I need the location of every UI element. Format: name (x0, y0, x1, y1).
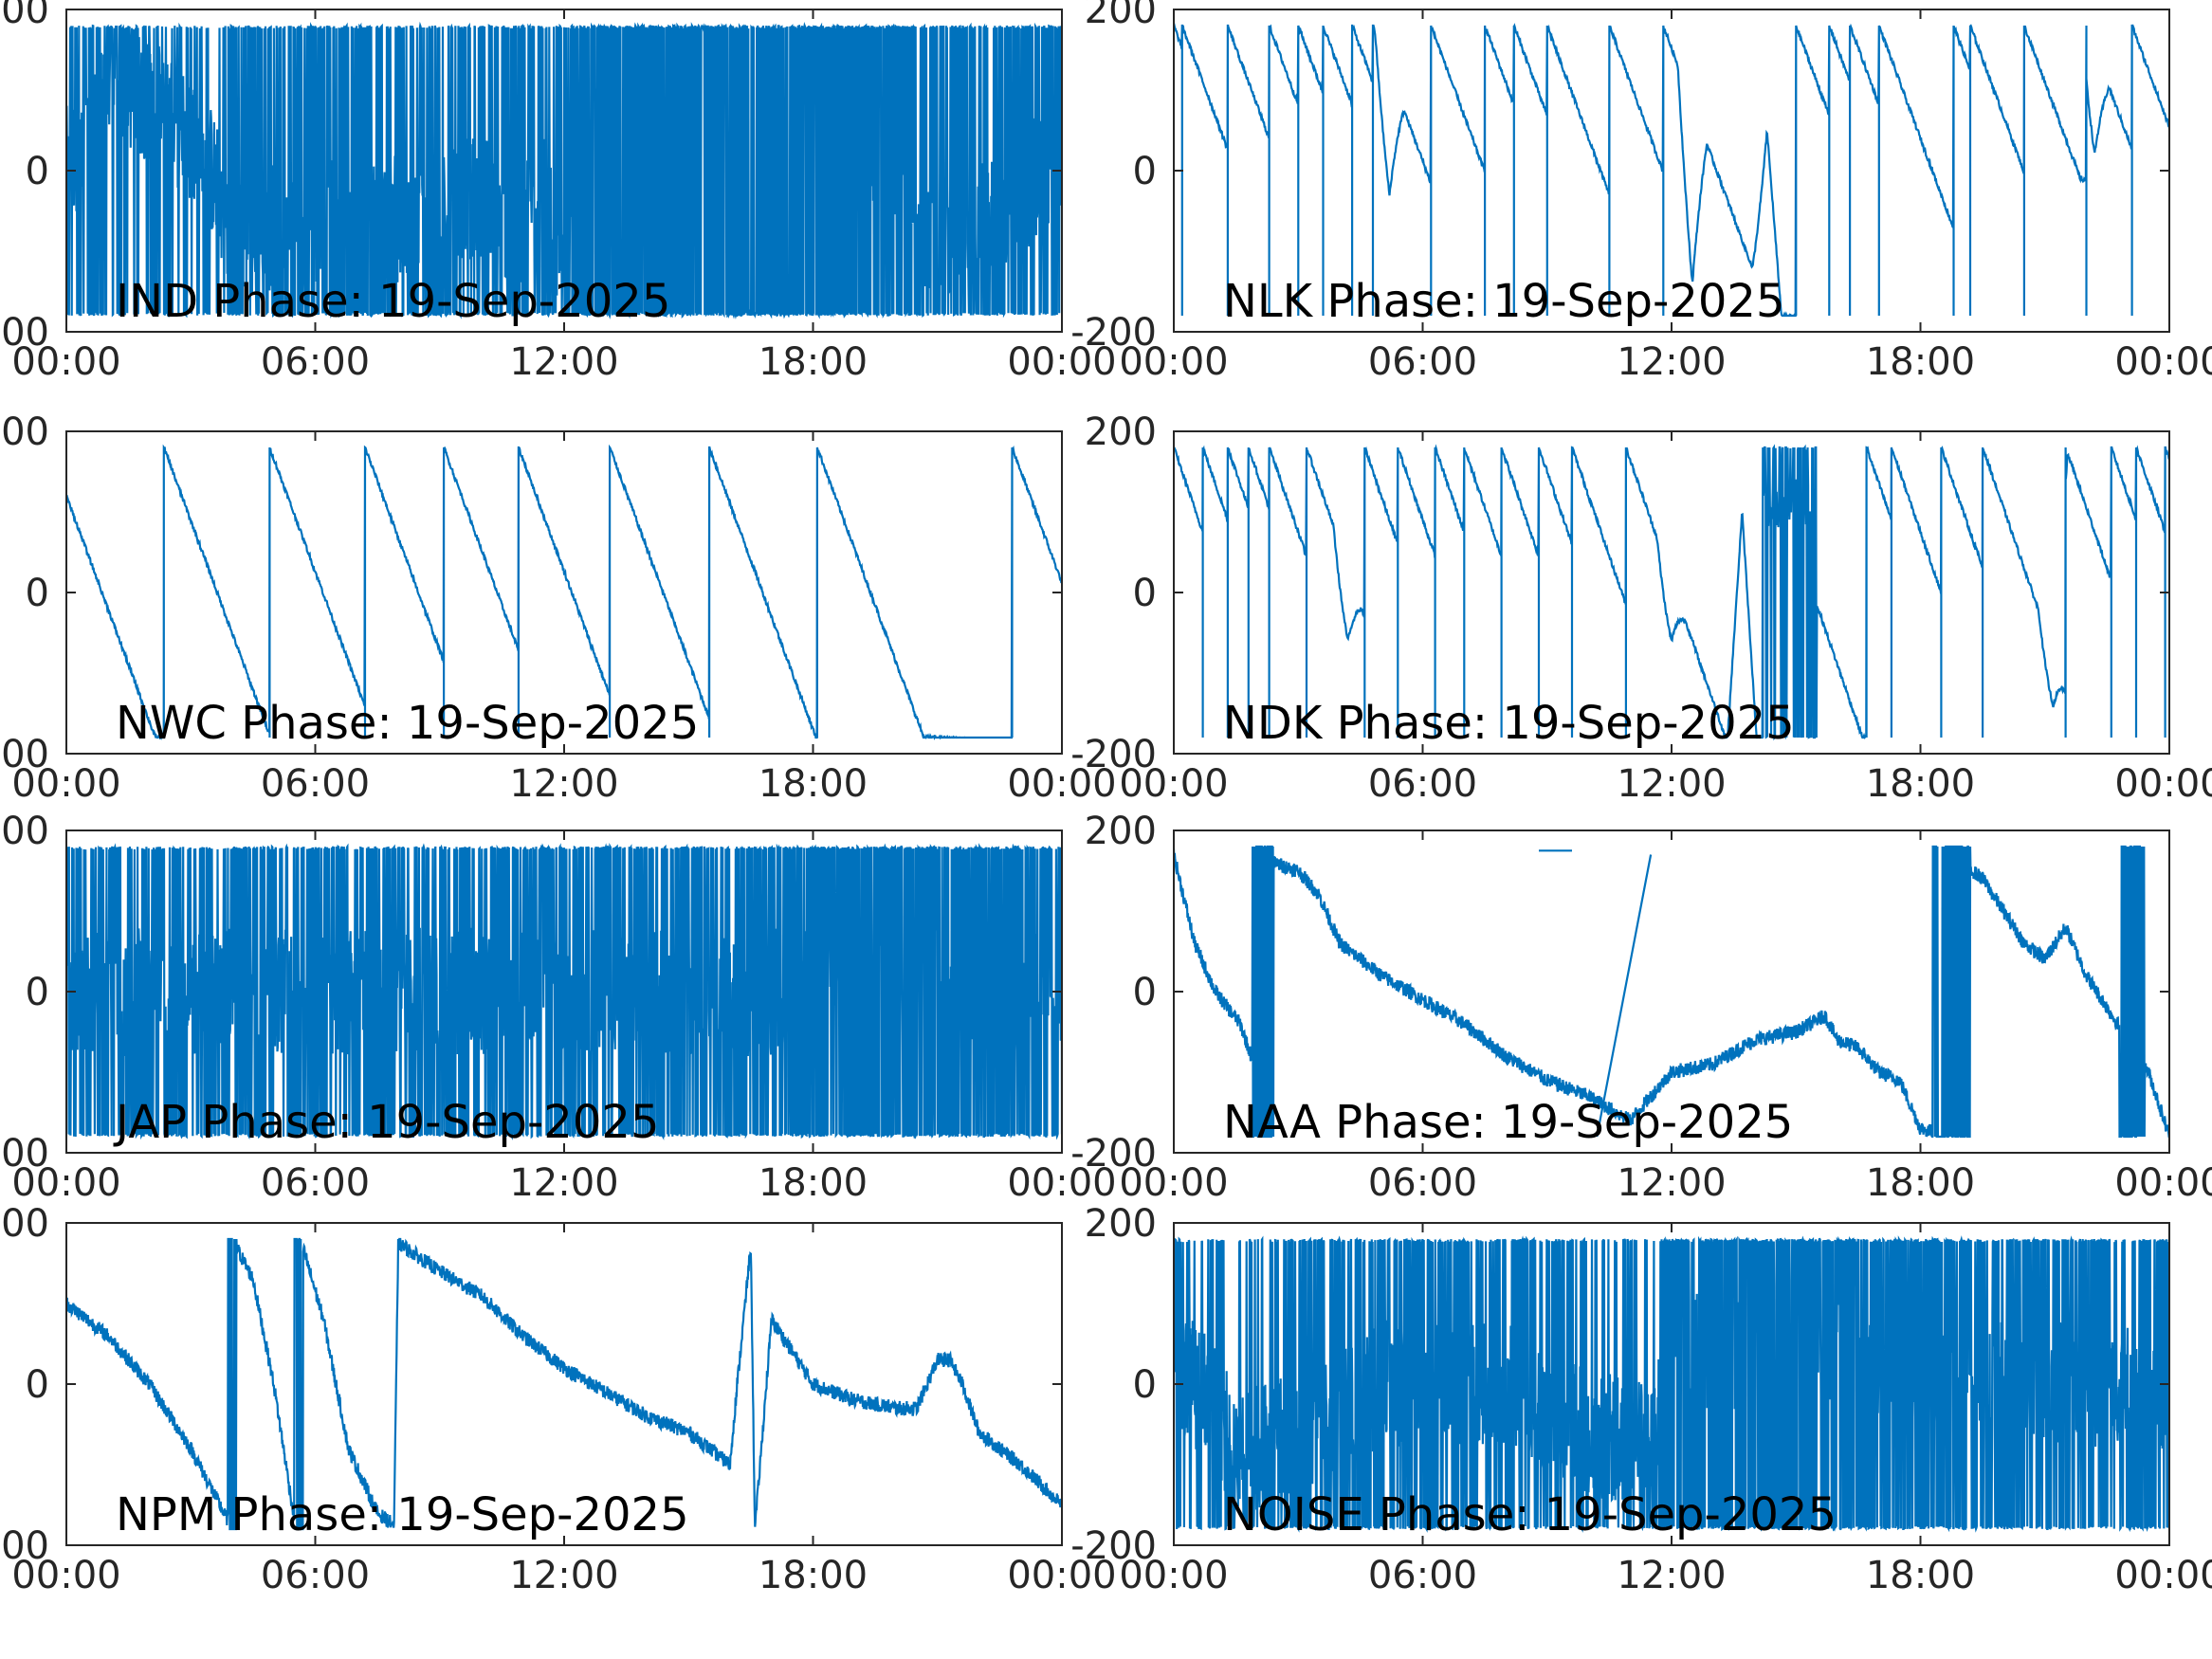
y-tick-label: -200 (0, 1132, 49, 1176)
x-tick-label: 00:00 (2114, 1161, 2212, 1205)
panel-title: NOISE Phase: 19-Sep-2025 (1223, 1488, 1837, 1541)
y-tick-label: 0 (26, 1363, 49, 1407)
y-tick-label: -200 (1070, 1524, 1157, 1568)
x-tick-label: 06:00 (1368, 340, 1477, 384)
x-tick-label: 00:00 (1007, 1161, 1116, 1205)
x-tick-label: 18:00 (759, 340, 868, 384)
y-tick-label: 0 (26, 150, 49, 193)
y-tick-label: 0 (1133, 572, 1157, 615)
y-tick-label: 200 (0, 1202, 49, 1246)
x-tick-label: 12:00 (509, 1161, 618, 1205)
x-tick-label: 00:00 (1007, 340, 1116, 384)
series-line (1174, 1235, 2169, 1533)
x-tick-label: 06:00 (261, 762, 370, 806)
panel-title: NPM Phase: 19-Sep-2025 (116, 1488, 689, 1541)
x-tick-label: 06:00 (1368, 1161, 1477, 1205)
series-line (1174, 444, 2169, 741)
x-tick-label: 00:00 (1119, 340, 1228, 384)
panel-title: NWC Phase: 19-Sep-2025 (116, 697, 699, 750)
y-tick-label: 200 (1085, 810, 1157, 853)
x-tick-label: 00:00 (1119, 1554, 1228, 1597)
x-tick-label: 06:00 (261, 1554, 370, 1597)
x-tick-label: 06:00 (1368, 1554, 1477, 1597)
y-tick-label: -200 (0, 733, 49, 776)
x-tick-label: 06:00 (261, 340, 370, 384)
x-tick-label: 00:00 (11, 340, 120, 384)
y-tick-label: 200 (0, 410, 49, 454)
series-line (66, 21, 1062, 319)
x-tick-label: 18:00 (1866, 340, 1975, 384)
y-tick-label: -200 (1070, 1132, 1157, 1176)
y-tick-label: 200 (1085, 410, 1157, 454)
x-tick-label: 12:00 (509, 762, 618, 806)
x-tick-label: 00:00 (2114, 762, 2212, 806)
panel-title: NLK Phase: 19-Sep-2025 (1223, 275, 1784, 328)
panel-title: NAA Phase: 19-Sep-2025 (1223, 1096, 1793, 1149)
x-tick-label: 00:00 (11, 1554, 120, 1597)
panel-title: JAP Phase: 19-Sep-2025 (113, 1096, 659, 1149)
y-tick-label: -200 (0, 311, 49, 355)
series-line (66, 842, 1062, 1140)
x-tick-label: 00:00 (11, 762, 120, 806)
x-tick-label: 06:00 (261, 1161, 370, 1205)
x-tick-label: 00:00 (11, 1161, 120, 1205)
y-tick-label: 200 (0, 0, 49, 32)
series-line (66, 1237, 1062, 1531)
y-tick-label: 0 (1133, 1363, 1157, 1407)
series-line (1174, 845, 2169, 1139)
x-tick-label: 12:00 (509, 340, 618, 384)
x-tick-label: 00:00 (1119, 762, 1228, 806)
y-tick-label: 200 (1085, 0, 1157, 32)
y-tick-label: -200 (1070, 311, 1157, 355)
series-line (1174, 23, 2169, 318)
y-tick-label: 0 (1133, 971, 1157, 1014)
x-tick-label: 00:00 (1007, 762, 1116, 806)
x-tick-label: 00:00 (2114, 1554, 2212, 1597)
x-tick-label: 18:00 (1866, 1161, 1975, 1205)
x-tick-label: 18:00 (1866, 762, 1975, 806)
y-tick-label: 200 (1085, 1202, 1157, 1246)
y-tick-label: -200 (1070, 733, 1157, 776)
x-tick-label: 12:00 (1617, 1161, 1726, 1205)
panel-title: NDK Phase: 19-Sep-2025 (1223, 697, 1795, 750)
x-tick-label: 18:00 (1866, 1554, 1975, 1597)
series-line (66, 444, 1062, 740)
x-tick-label: 12:00 (1617, 340, 1726, 384)
y-tick-label: 200 (0, 810, 49, 853)
x-tick-label: 06:00 (1368, 762, 1477, 806)
y-tick-label: 0 (26, 971, 49, 1014)
x-tick-label: 18:00 (759, 762, 868, 806)
x-tick-label: 12:00 (509, 1554, 618, 1597)
x-tick-label: 12:00 (1617, 1554, 1726, 1597)
x-tick-label: 12:00 (1617, 762, 1726, 806)
x-tick-label: 18:00 (759, 1554, 868, 1597)
y-tick-label: -200 (0, 1524, 49, 1568)
y-tick-label: 0 (1133, 150, 1157, 193)
x-tick-label: 00:00 (1119, 1161, 1228, 1205)
x-tick-label: 00:00 (1007, 1554, 1116, 1597)
y-tick-label: 0 (26, 572, 49, 615)
x-tick-label: 18:00 (759, 1161, 868, 1205)
panel-title: IND Phase: 19-Sep-2025 (116, 275, 670, 328)
x-tick-label: 00:00 (2114, 340, 2212, 384)
